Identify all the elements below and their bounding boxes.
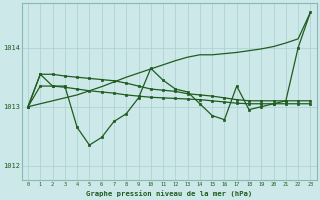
X-axis label: Graphe pression niveau de la mer (hPa): Graphe pression niveau de la mer (hPa)	[86, 190, 252, 197]
